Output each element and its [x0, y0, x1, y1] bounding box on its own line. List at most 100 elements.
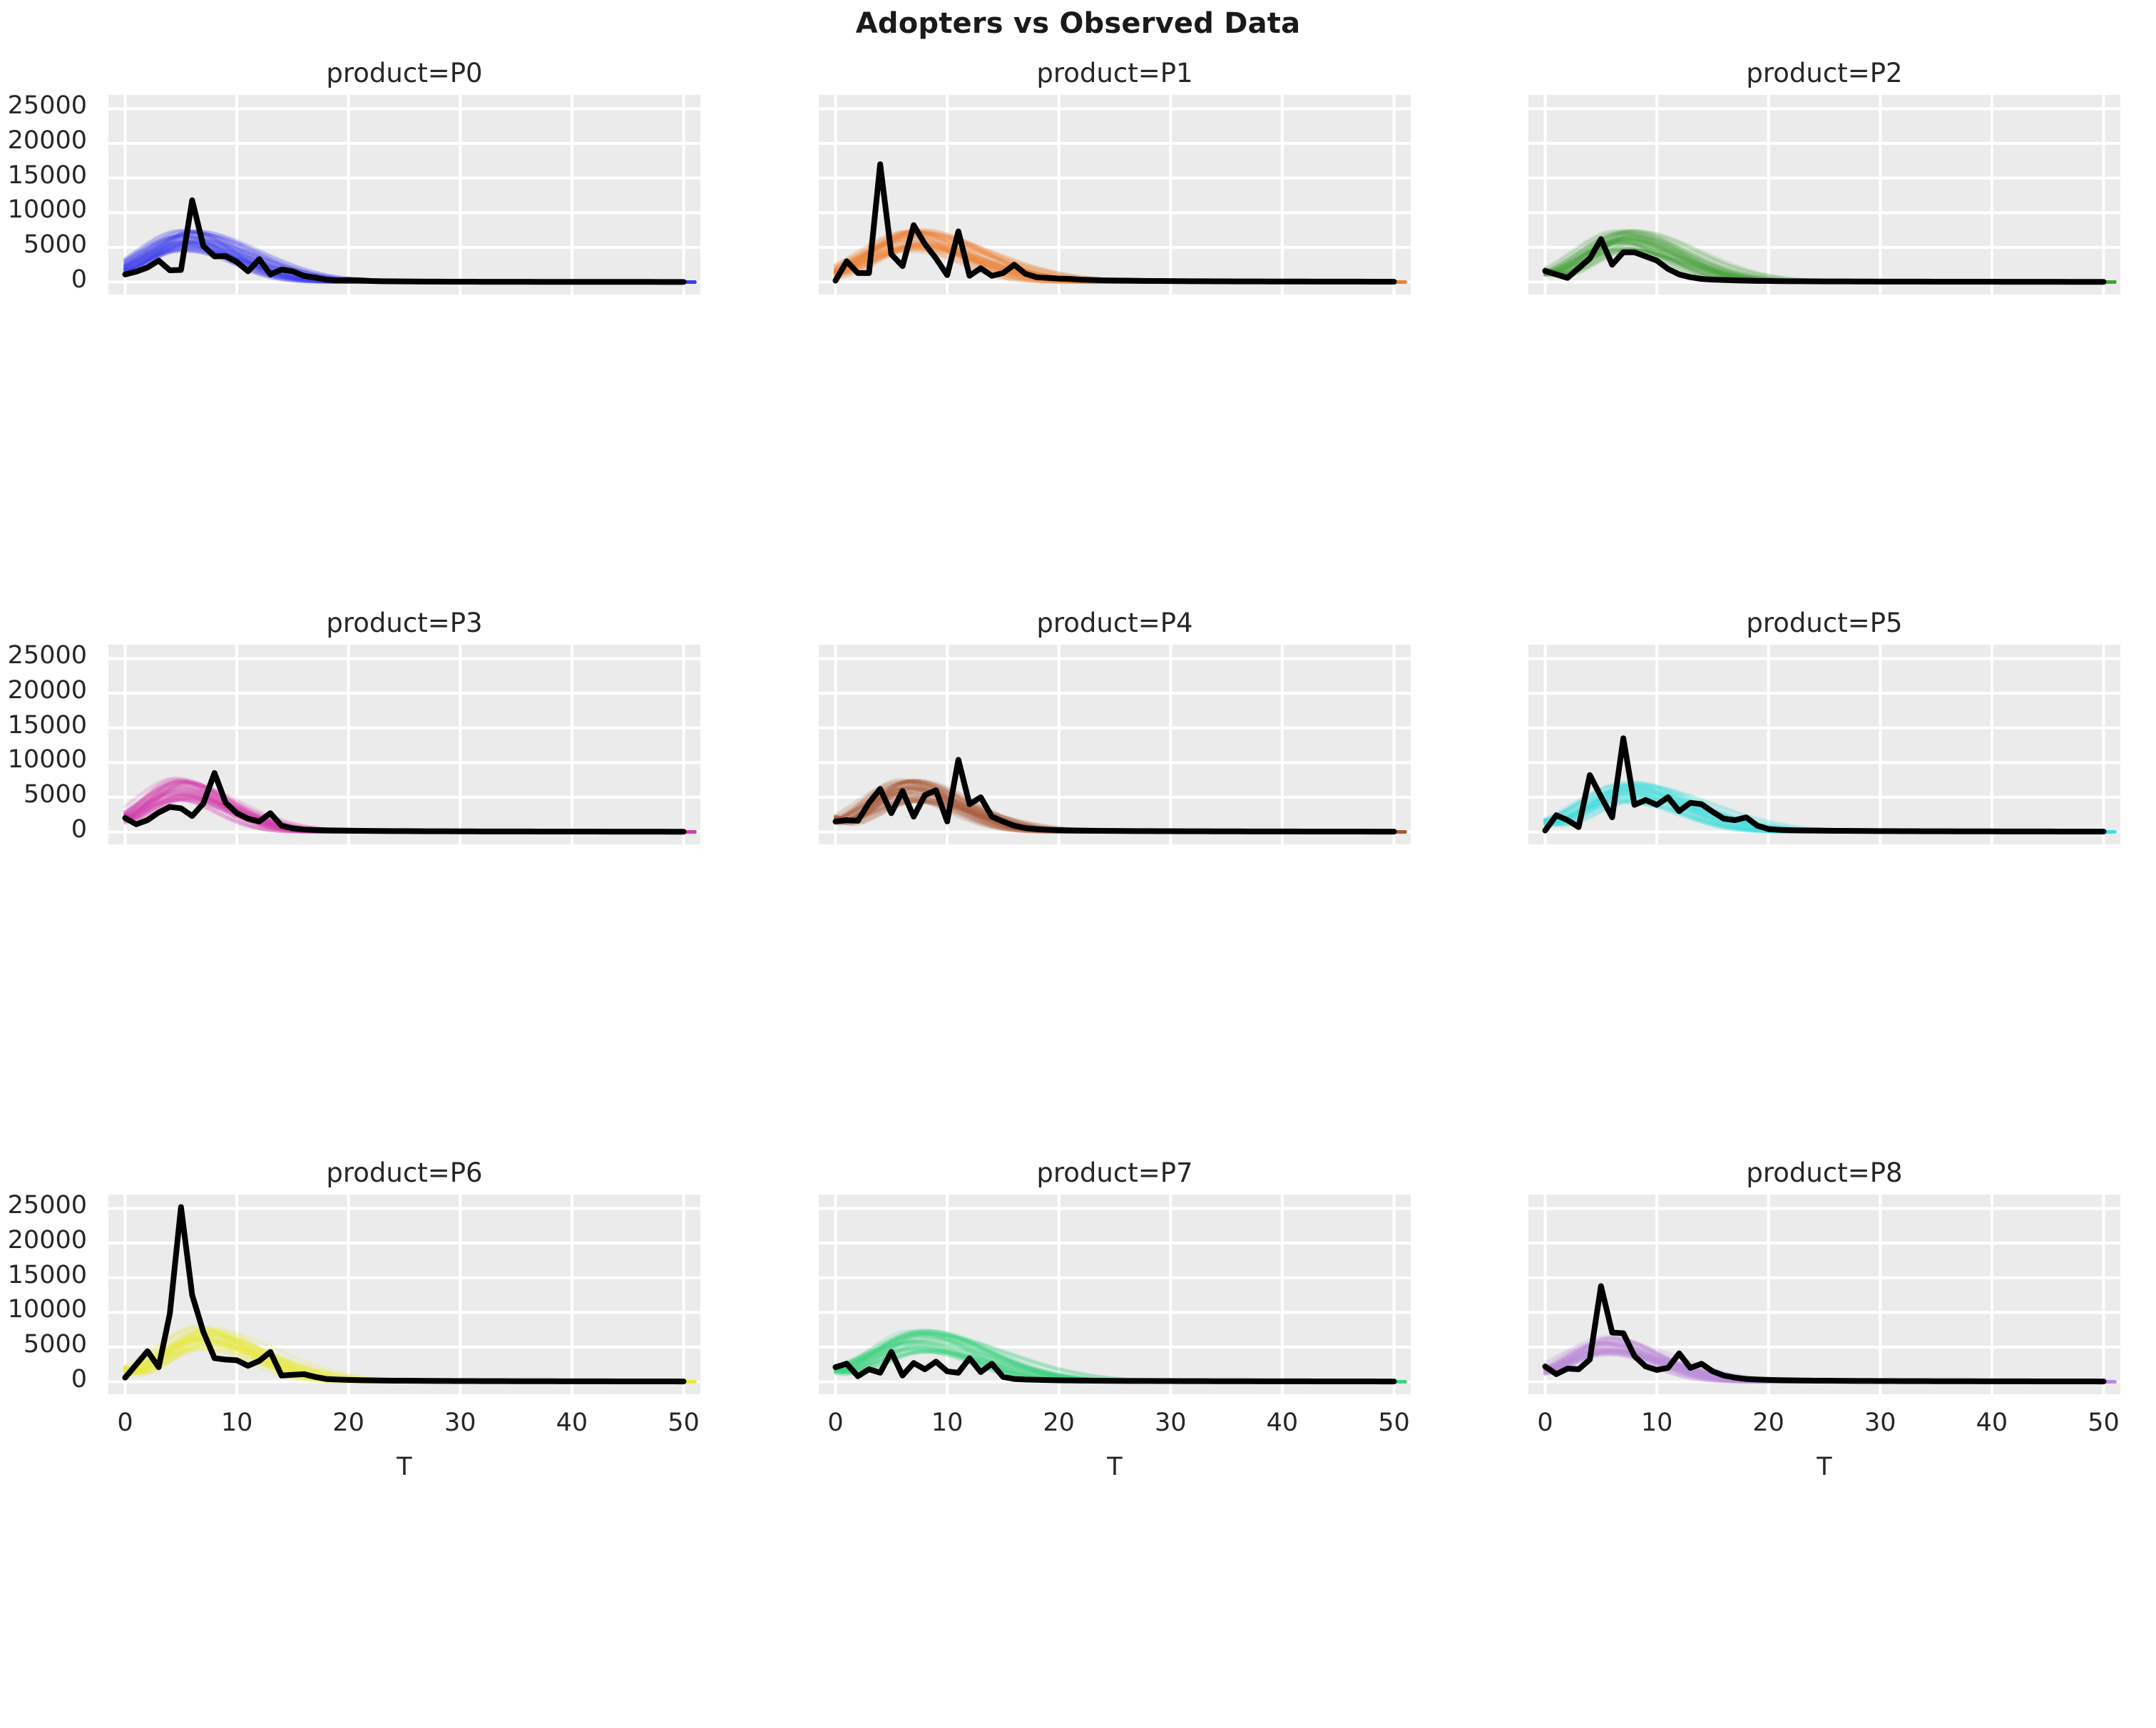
posterior-draw — [833, 247, 1407, 284]
gridlines-P6 — [108, 1195, 700, 1394]
xtick-label: 40 — [1266, 1409, 1299, 1437]
observed-line-P2 — [1542, 236, 2107, 285]
ytick-label: 0 — [71, 814, 87, 844]
plot-area-P3 — [108, 645, 700, 844]
facet-title-P2: product=P2 — [1746, 58, 1903, 88]
xtick-label: 30 — [1864, 1409, 1896, 1437]
observed-line-P3 — [122, 770, 687, 835]
posterior-draw — [1543, 799, 2117, 834]
ytick-label: 10000 — [7, 195, 87, 225]
ytick-label: 25000 — [7, 91, 87, 121]
posterior-draw — [123, 232, 697, 284]
ytick-label: 0 — [71, 265, 87, 294]
facet-panel-P3: product=P3 — [108, 608, 700, 844]
facet-panel-P7: product=P7 — [819, 1157, 1411, 1394]
xaxis-label: T — [1107, 1453, 1123, 1481]
gridlines-P1 — [819, 95, 1411, 295]
plot-area-P0 — [108, 95, 700, 295]
plot-svg-P7 — [819, 1195, 1411, 1394]
facet-panel-P4: product=P4 — [819, 608, 1411, 844]
plot-svg-P1 — [819, 95, 1411, 295]
observed-line-P4 — [832, 757, 1397, 835]
plot-svg-P0 — [108, 95, 700, 295]
plot-area-P1 — [819, 95, 1411, 295]
ytick-label: 10000 — [7, 1295, 87, 1324]
ytick-label: 25000 — [7, 1191, 87, 1220]
ytick-label: 15000 — [7, 1260, 87, 1289]
posterior-draw — [123, 798, 697, 834]
gridlines-P2 — [1528, 95, 2120, 295]
xtick-label: 20 — [1752, 1409, 1784, 1437]
posterior-ensemble-P7 — [833, 1328, 1407, 1384]
gridlines-P0 — [108, 95, 700, 295]
plot-svg-P8 — [1528, 1195, 2120, 1394]
posterior-draw — [1543, 799, 2117, 834]
xtick-label: 0 — [117, 1409, 133, 1437]
ytick-label: 15000 — [7, 160, 87, 190]
facet-title-P3: product=P3 — [326, 608, 483, 638]
xtick-label: 20 — [1043, 1409, 1075, 1437]
xtick-label: 50 — [2088, 1409, 2120, 1437]
xtick-label: 20 — [332, 1409, 364, 1437]
ytick-label: 10000 — [7, 745, 87, 774]
xtick-label: 0 — [827, 1409, 844, 1437]
facet-title-P8: product=P8 — [1746, 1157, 1903, 1188]
gridlines-P5 — [1528, 645, 2120, 844]
xtick-label: 50 — [1378, 1409, 1410, 1437]
xtick-label: 10 — [220, 1409, 253, 1437]
ytick-label: 20000 — [7, 1226, 87, 1255]
plot-area-P2 — [1528, 95, 2120, 295]
ytick-label: 15000 — [7, 710, 87, 740]
xtick-label: 10 — [1640, 1409, 1673, 1437]
facet-panel-P6: product=P6 — [108, 1157, 700, 1394]
plot-area-P7 — [819, 1195, 1411, 1394]
plot-area-P6 — [108, 1195, 700, 1394]
facet-panel-P5: product=P5 — [1528, 608, 2120, 844]
plot-area-P8 — [1528, 1195, 2120, 1394]
plot-svg-P2 — [1528, 95, 2120, 295]
ytick-label: 20000 — [7, 126, 87, 155]
observed-line-P8 — [1542, 1283, 2107, 1385]
posterior-draw — [1543, 1352, 2117, 1384]
xaxis-label: T — [397, 1453, 412, 1481]
xtick-label: 30 — [444, 1409, 476, 1437]
ytick-label: 20000 — [7, 676, 87, 705]
plot-svg-P6 — [108, 1195, 700, 1394]
xtick-label: 10 — [931, 1409, 964, 1437]
facet-panel-P0: product=P0 — [108, 58, 700, 295]
facet-title-P7: product=P7 — [1036, 1157, 1193, 1188]
ytick-label: 5000 — [23, 779, 87, 809]
posterior-draw — [833, 249, 1407, 284]
xtick-label: 40 — [1976, 1409, 2008, 1437]
facet-panel-P2: product=P2 — [1528, 58, 2120, 295]
posterior-ensemble-P2 — [1543, 229, 2117, 284]
ytick-label: 0 — [71, 1364, 87, 1394]
facet-title-P4: product=P4 — [1036, 608, 1193, 638]
ytick-label: 5000 — [23, 230, 87, 259]
plot-area-P5 — [1528, 645, 2120, 844]
figure-title: Adopters vs Observed Data — [855, 7, 1301, 40]
posterior-draw — [1543, 801, 2117, 834]
observed-line-P7 — [832, 1349, 1397, 1385]
posterior-draw — [833, 247, 1407, 284]
posterior-draw — [123, 794, 697, 834]
xtick-label: 30 — [1155, 1409, 1187, 1437]
gridlines-P7 — [819, 1195, 1411, 1394]
observed-line-P6 — [122, 1204, 687, 1385]
posterior-draw — [1543, 799, 2117, 834]
facet-title-P5: product=P5 — [1746, 608, 1903, 638]
gridlines-P8 — [1528, 1195, 2120, 1394]
posterior-draw — [1543, 799, 2117, 834]
observed-line-P5 — [1542, 735, 2107, 835]
plot-svg-P3 — [108, 645, 700, 844]
observed-line-P1 — [832, 161, 1397, 285]
xtick-label: 0 — [1537, 1409, 1553, 1437]
observed-line-P0 — [122, 197, 687, 285]
xtick-label: 40 — [556, 1409, 588, 1437]
facet-panel-P1: product=P1 — [819, 58, 1411, 295]
plot-svg-P4 — [819, 645, 1411, 844]
gridlines-P4 — [819, 645, 1411, 844]
plot-svg-P5 — [1528, 645, 2120, 844]
xaxis-label: T — [1817, 1453, 1832, 1481]
xtick-label: 50 — [668, 1409, 700, 1437]
